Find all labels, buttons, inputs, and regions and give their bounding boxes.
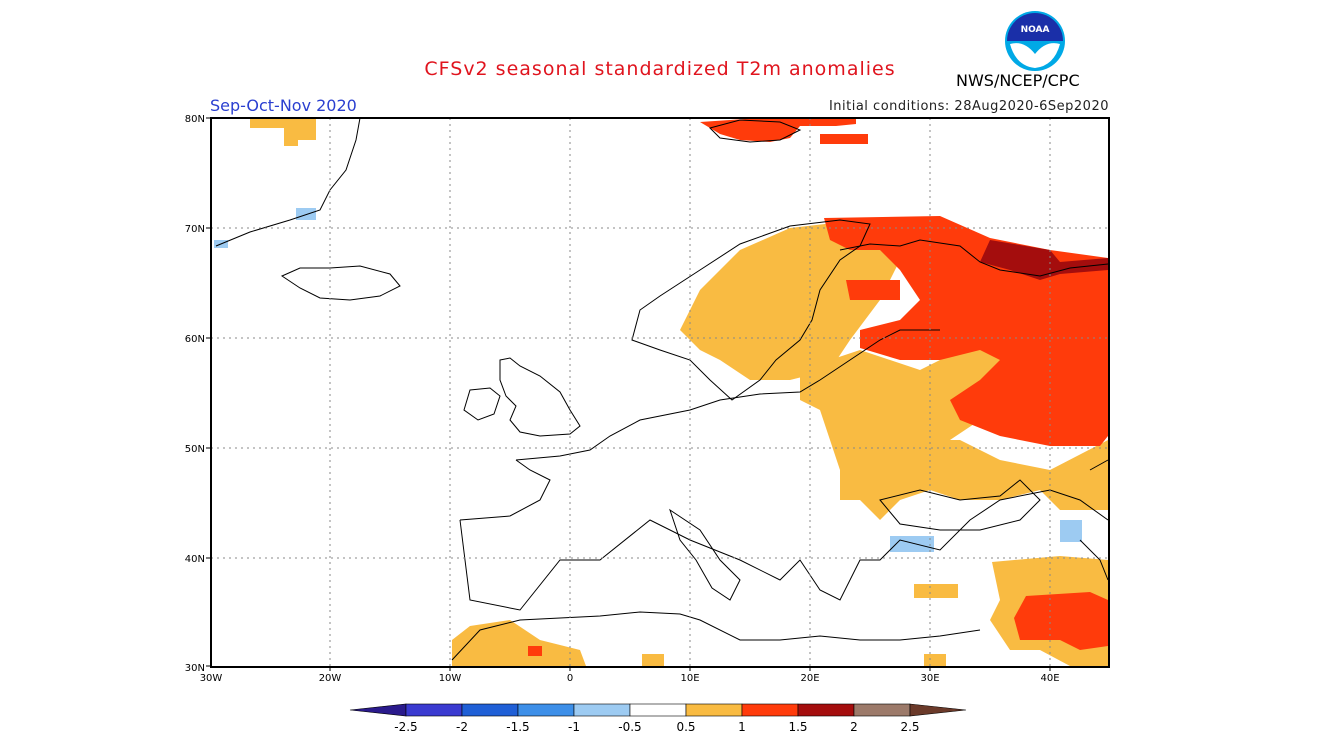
legend-swatch [909, 703, 967, 717]
grid-lines [211, 118, 1108, 666]
legend-swatch [685, 703, 743, 717]
lon-label: 30W [200, 673, 223, 684]
legend-tick-label: 0.5 [676, 720, 695, 734]
legend-tick-label: -2 [456, 720, 468, 734]
legend-swatch [517, 703, 575, 717]
lat-axis: 30N 40N 50N 60N 70N 80N [185, 114, 205, 674]
initial-conditions-label: Initial conditions: 28Aug2020-6Sep2020 [828, 99, 1109, 114]
lat-label: 50N [185, 444, 205, 455]
legend-tick-label: 2.5 [900, 720, 919, 734]
legend-swatch [797, 703, 855, 717]
map-frame [210, 117, 1110, 668]
legend-tick-label: -1.5 [506, 720, 529, 734]
season-label: Sep-Oct-Nov 2020 [210, 96, 357, 115]
anomaly-shading [214, 118, 1108, 666]
noaa-logo-icon: NOAA [1005, 11, 1065, 71]
legend-labels: -2.5 -2 -1.5 -1 -0.5 0.5 1 1.5 2 2.5 [394, 720, 919, 734]
agency-label: NWS/NCEP/CPC [956, 71, 1080, 90]
lon-label: 20W [319, 673, 342, 684]
legend-swatch [349, 703, 407, 717]
lat-label: 40N [185, 554, 205, 565]
lon-label: 20E [800, 673, 819, 684]
lon-label: 10E [680, 673, 699, 684]
logo-text: NOAA [1021, 25, 1050, 35]
legend-swatch [573, 703, 631, 717]
coastlines [215, 117, 1109, 661]
map-title: CFSv2 seasonal standardized T2m anomalie… [424, 58, 896, 80]
legend-tick-label: 1 [738, 720, 746, 734]
lon-label: 10W [439, 673, 462, 684]
legend-swatch [853, 703, 911, 717]
legend-swatch [461, 703, 519, 717]
lat-label: 60N [185, 334, 205, 345]
legend-tick-label: -0.5 [618, 720, 641, 734]
legend-swatch [405, 703, 463, 717]
lon-axis: 30W 20W 10W 0 10E 20E 30E 40E [200, 673, 1060, 684]
lon-label: 0 [567, 673, 573, 684]
lat-label: 30N [185, 663, 205, 674]
legend-tick-label: -1 [568, 720, 580, 734]
legend-tick-label: 1.5 [788, 720, 807, 734]
lon-label: 30E [920, 673, 939, 684]
legend-tick-label: -2.5 [394, 720, 417, 734]
legend-segments [349, 703, 967, 717]
legend-tick-label: 2 [850, 720, 858, 734]
lat-label: 70N [185, 224, 205, 235]
lat-ticks [206, 117, 211, 667]
legend-swatch [741, 703, 799, 717]
lon-label: 40E [1040, 673, 1059, 684]
lat-label: 80N [185, 114, 205, 125]
legend-swatch [629, 703, 687, 717]
lon-ticks [329, 667, 1051, 671]
